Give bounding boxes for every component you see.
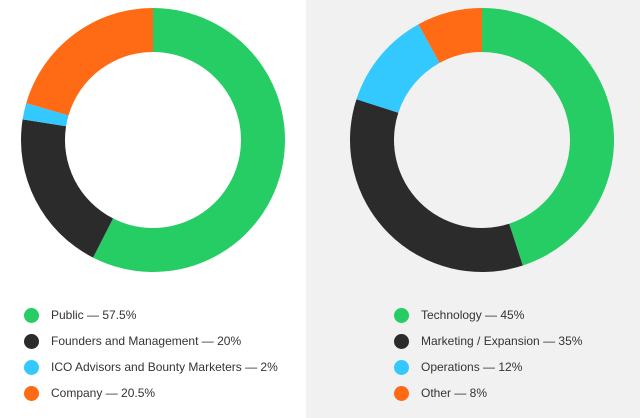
donut-slice-company [26, 7, 153, 116]
legend-dot-icon [24, 307, 39, 323]
funds-allocation-panel: Technology — 45% Marketing / Expansion —… [306, 0, 640, 418]
token-distribution-donut-chart [21, 7, 286, 272]
legend-item-ico-advisors-and-bounty-marketers: ICO Advisors and Bounty Marketers — 2% [24, 354, 278, 380]
legend-item-company: Company — 20.5% [24, 380, 278, 406]
legend-label: Public — 57.5% [51, 308, 137, 322]
legend-label: Founders and Management — 20% [51, 334, 242, 348]
legend-item-technology: Technology — 45% [394, 302, 582, 328]
legend-item-operations: Operations — 12% [394, 354, 582, 380]
funds-allocation-donut-chart [350, 7, 615, 273]
legend-label: ICO Advisors and Bounty Marketers — 2% [51, 360, 278, 374]
legend-dot-icon [394, 359, 409, 375]
donut-slice-marketing-expansion [350, 99, 523, 273]
legend-item-marketing-expansion: Marketing / Expansion — 35% [394, 328, 582, 354]
donut-slice-public [93, 8, 286, 272]
token-distribution-panel: Public — 57.5% Founders and Management —… [0, 0, 306, 418]
legend-dot-icon [24, 385, 39, 401]
legend-dot-icon [24, 333, 39, 349]
legend-label: Operations — 12% [421, 360, 523, 374]
donut-slice-operations [356, 24, 440, 113]
token-distribution-legend: Public — 57.5% Founders and Management —… [24, 302, 278, 406]
legend-label: Marketing / Expansion — 35% [421, 334, 583, 348]
donut-slice-technology [482, 8, 615, 266]
legend-dot-icon [394, 307, 409, 323]
legend-item-public: Public — 57.5% [24, 302, 278, 328]
legend-dot-icon [394, 333, 409, 349]
donut-slice-founders-and-management [21, 119, 114, 258]
legend-item-other: Other — 8% [394, 380, 582, 406]
donut-slice-other [418, 7, 482, 63]
legend-label: Company — 20.5% [51, 386, 156, 400]
donut-slice-ico-advisors-and-bounty-marketers [22, 103, 69, 127]
legend-label: Technology — 45% [421, 308, 525, 322]
legend-label: Other — 8% [421, 386, 488, 400]
legend-item-founders-and-management: Founders and Management — 20% [24, 328, 278, 354]
funds-allocation-legend: Technology — 45% Marketing / Expansion —… [394, 302, 582, 406]
legend-dot-icon [24, 359, 39, 375]
legend-dot-icon [394, 385, 409, 401]
